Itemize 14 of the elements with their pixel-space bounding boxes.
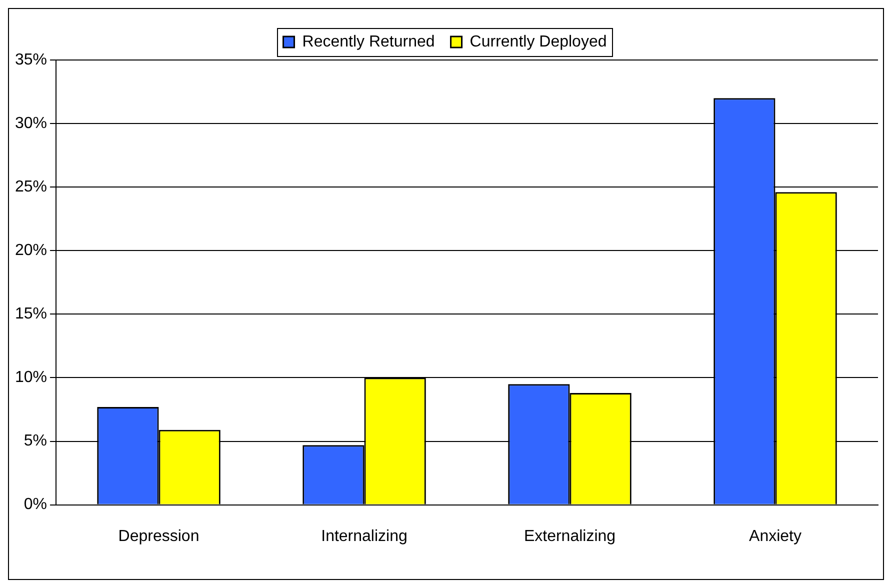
x-tick-label: Anxiety: [749, 528, 802, 545]
x-tick-label: Externalizing: [524, 528, 616, 545]
x-tick-label: Internalizing: [321, 528, 408, 545]
y-tick-label: 15%: [14, 306, 48, 323]
y-tick-label: 30%: [14, 114, 48, 132]
legend-label: Recently Returned: [302, 33, 435, 50]
y-tick-label: 25%: [14, 178, 48, 196]
y-tick-label: 10%: [14, 369, 48, 386]
x-tick-label: Depression: [118, 528, 200, 545]
y-tick-label: 5%: [24, 432, 48, 450]
y-tick-label: 20%: [14, 242, 48, 260]
y-tick-label: 0%: [24, 496, 48, 514]
y-tick-label: 35%: [14, 51, 48, 68]
legend-label: Currently Deployed: [470, 33, 607, 50]
